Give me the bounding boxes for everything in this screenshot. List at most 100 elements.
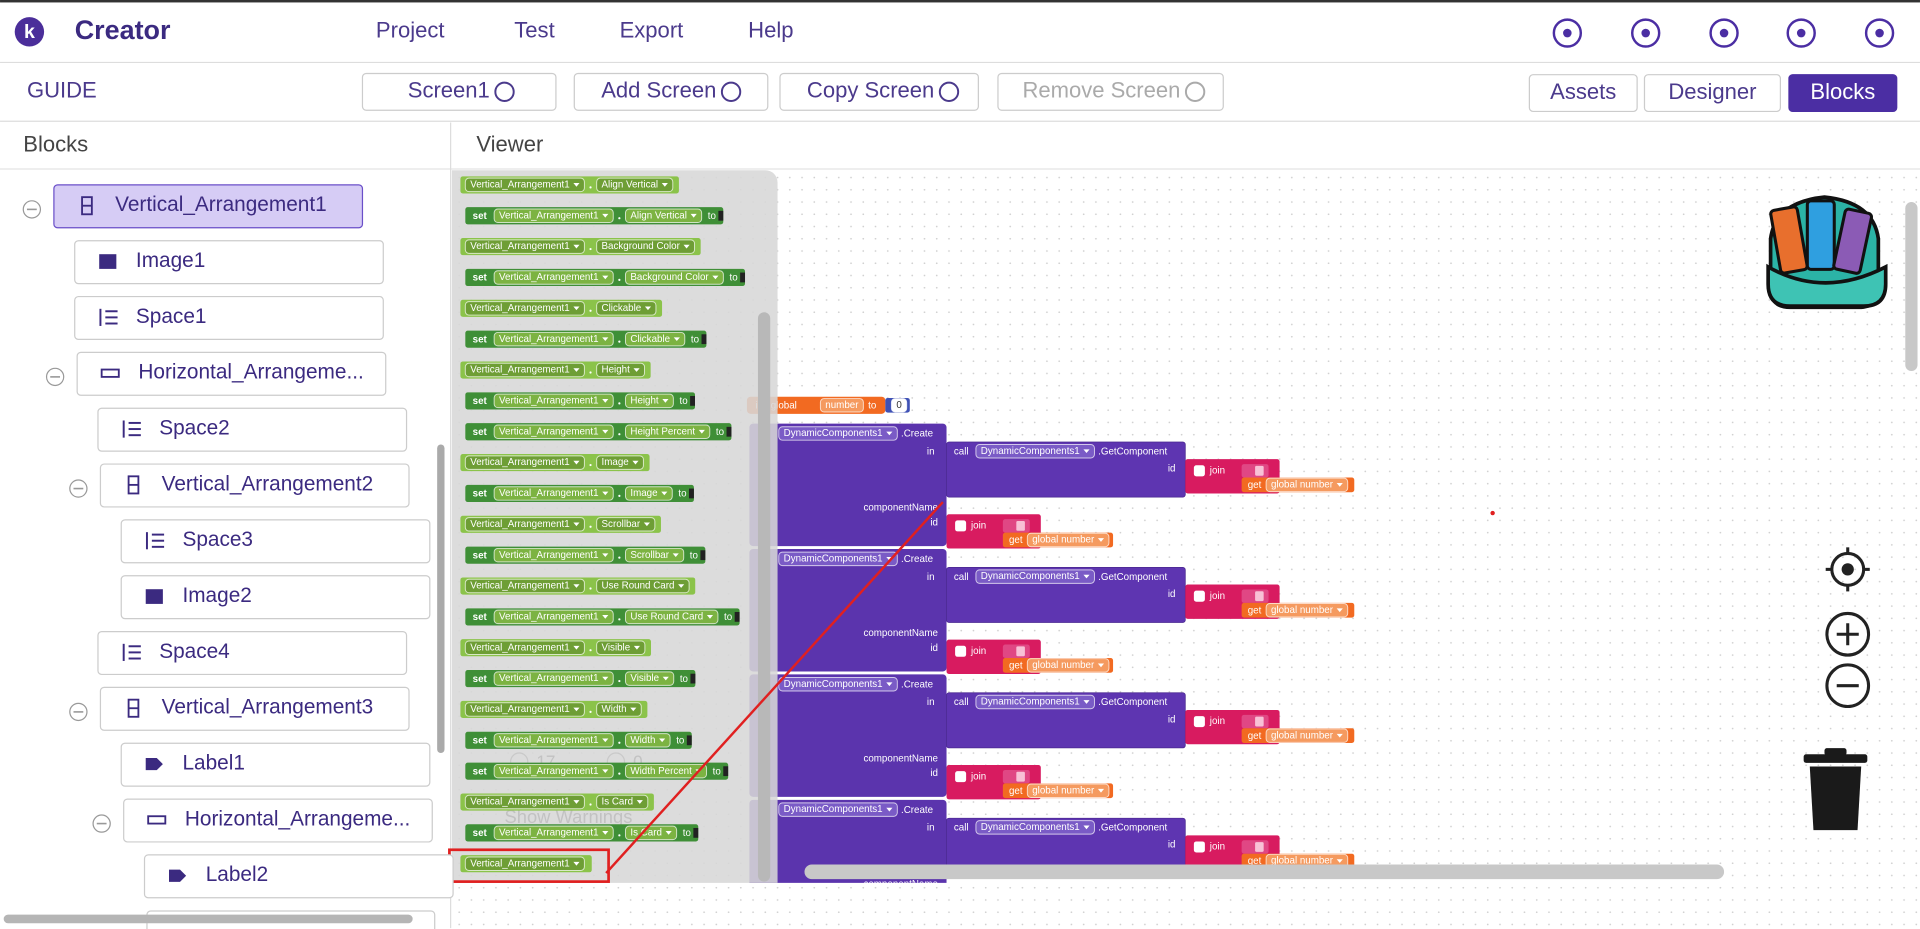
dropdown[interactable] (493, 270, 614, 285)
view-tab[interactable] (1788, 74, 1898, 113)
dropdown-arrow (1097, 663, 1105, 668)
dropdown[interactable] (624, 270, 724, 285)
dropdown[interactable] (890, 398, 908, 413)
menu-item[interactable]: Help (748, 18, 793, 43)
flyout-scrollbar[interactable] (757, 312, 771, 882)
dropdown[interactable] (975, 443, 1095, 459)
dropdown[interactable] (596, 362, 646, 378)
dropdown[interactable] (1265, 603, 1349, 618)
tree-scrollbar-v[interactable] (437, 444, 445, 754)
dropdown[interactable] (464, 856, 585, 871)
menu-item[interactable]: Project (376, 18, 445, 43)
dropdown[interactable] (624, 208, 703, 223)
tree-node[interactable] (120, 742, 431, 787)
view-tab[interactable] (1643, 74, 1782, 113)
dropdown[interactable] (464, 702, 585, 717)
dropdown[interactable] (464, 517, 585, 532)
tree-node[interactable] (99, 686, 410, 731)
dropdown[interactable] (624, 331, 686, 347)
dropdown[interactable] (493, 825, 614, 841)
dropdown[interactable] (596, 517, 656, 532)
dropdown[interactable] (493, 733, 614, 748)
tree-node[interactable] (123, 798, 433, 843)
dropdown-arrow (1083, 574, 1090, 579)
dropdown[interactable] (975, 694, 1095, 710)
dropdown[interactable] (464, 301, 585, 316)
trash-can[interactable] (1809, 766, 1862, 831)
dropdown[interactable] (1026, 658, 1110, 673)
header-icon[interactable] (1552, 18, 1583, 48)
dropdown[interactable] (493, 763, 614, 779)
dropdown[interactable] (493, 393, 614, 409)
tree-node[interactable] (143, 854, 454, 899)
dropdown[interactable] (1026, 783, 1110, 798)
tree-node[interactable] (120, 519, 431, 564)
dropdown[interactable] (596, 578, 690, 594)
workspace-scrollbar-v[interactable] (1905, 202, 1918, 372)
menu-item[interactable]: Test (514, 18, 554, 43)
tree-scrollbar-h[interactable] (3, 914, 413, 924)
dropdown-arrow (698, 429, 705, 434)
dropdown[interactable] (464, 578, 585, 594)
dropdown[interactable] (596, 702, 642, 717)
dropdown[interactable] (1265, 477, 1349, 493)
toolbar-button[interactable] (573, 72, 769, 111)
dropdown[interactable] (464, 455, 585, 470)
dropdown[interactable] (493, 547, 614, 563)
guide-link[interactable]: GUIDE (27, 78, 97, 103)
dropdown[interactable] (464, 794, 585, 810)
menu-item[interactable]: Export (620, 18, 684, 43)
dropdown[interactable] (596, 177, 674, 193)
dropdown[interactable] (624, 763, 708, 779)
warnings-toggle[interactable]: Show Warnings (504, 806, 632, 827)
dropdown[interactable] (624, 547, 685, 563)
tree-node[interactable] (120, 575, 431, 620)
dropdown[interactable] (975, 820, 1095, 835)
dropdown[interactable] (493, 609, 614, 625)
trash-lid[interactable] (1803, 754, 1868, 763)
dropdown[interactable] (596, 640, 646, 655)
dropdown[interactable] (464, 362, 585, 378)
tree-node[interactable] (76, 351, 387, 396)
dropdown[interactable] (464, 177, 585, 193)
header-icon[interactable] (1786, 18, 1816, 48)
dropdown[interactable] (596, 239, 696, 254)
dropdown[interactable] (624, 733, 671, 748)
dropdown[interactable] (596, 455, 644, 470)
dropdown[interactable] (778, 426, 898, 441)
tree-node[interactable] (74, 240, 384, 285)
dropdown[interactable] (778, 802, 898, 817)
dropdown[interactable] (596, 794, 649, 810)
dropdown[interactable] (1026, 532, 1110, 548)
header-icon[interactable] (1709, 18, 1739, 48)
tree-node[interactable] (74, 295, 384, 341)
dropdown[interactable] (493, 671, 614, 686)
tree-node[interactable] (97, 407, 408, 452)
workspace-scrollbar-h[interactable] (804, 864, 1725, 880)
dropdown-arrow (573, 183, 580, 187)
tree-node[interactable] (97, 630, 408, 676)
dropdown[interactable] (624, 671, 675, 686)
dropdown[interactable] (819, 398, 864, 413)
toolbar-button[interactable] (779, 72, 979, 111)
dropdown[interactable] (624, 486, 673, 501)
header-icon[interactable] (1631, 18, 1661, 48)
dropdown[interactable] (624, 609, 719, 625)
dropdown[interactable] (975, 569, 1095, 584)
header-icon[interactable] (1864, 18, 1895, 48)
view-tab[interactable] (1528, 74, 1638, 113)
dropdown[interactable] (464, 239, 585, 254)
block-text: set (473, 396, 488, 407)
dropdown[interactable] (778, 551, 898, 567)
dropdown[interactable] (464, 640, 585, 655)
dropdown[interactable] (1265, 728, 1349, 743)
dropdown[interactable] (493, 331, 614, 347)
dropdown[interactable] (493, 424, 614, 439)
dropdown[interactable] (624, 393, 674, 409)
dropdown[interactable] (596, 301, 657, 316)
dropdown[interactable] (493, 208, 614, 223)
tree-node[interactable] (99, 463, 410, 508)
tree-node[interactable] (53, 184, 364, 229)
dropdown[interactable] (624, 424, 711, 439)
dropdown[interactable] (493, 486, 614, 501)
